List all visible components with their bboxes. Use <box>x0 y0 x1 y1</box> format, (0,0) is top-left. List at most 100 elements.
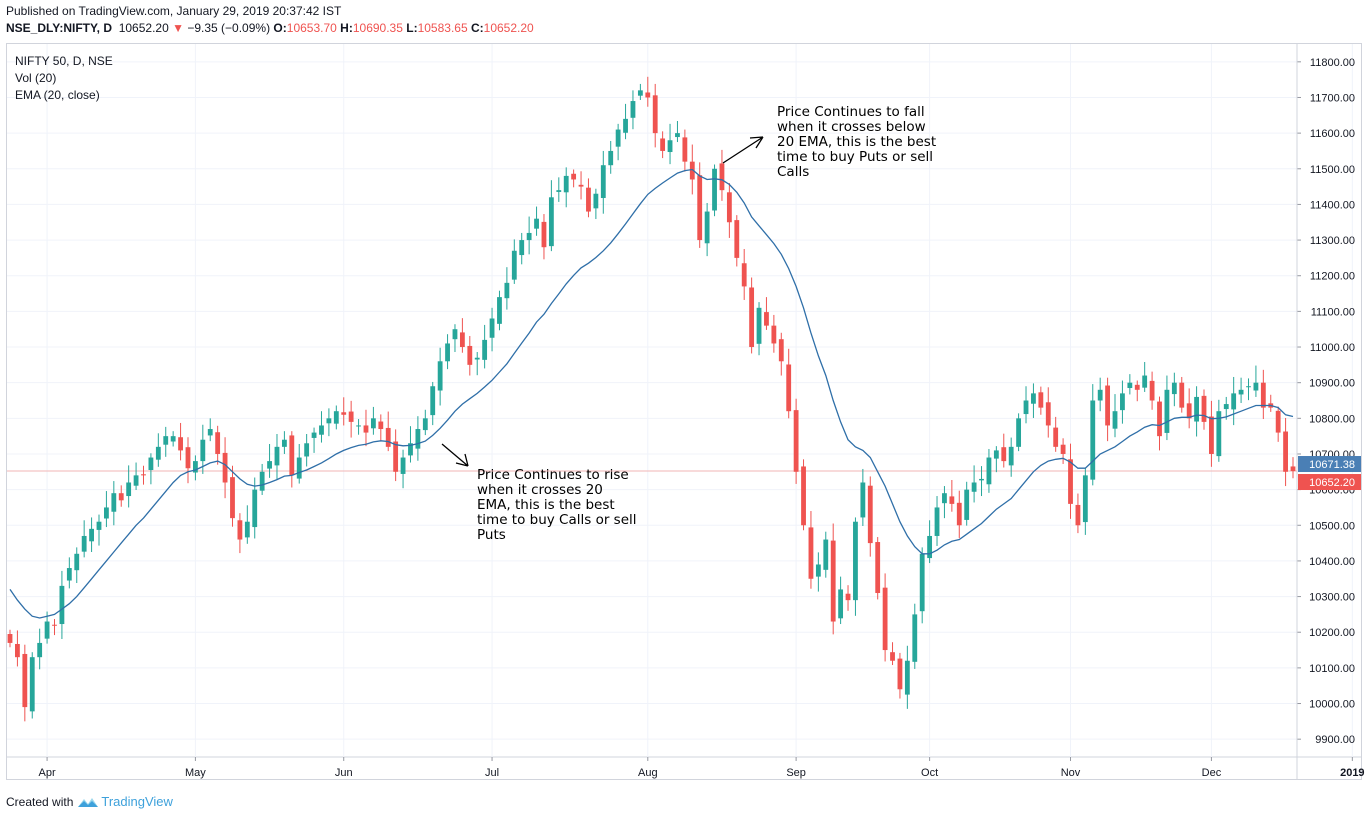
candle-body <box>1157 401 1162 437</box>
candle <box>400 449 406 489</box>
candle-body <box>133 475 139 486</box>
y-tick-label: 11500.00 <box>1310 164 1355 176</box>
candle-body <box>200 439 206 462</box>
annotation-line: when it crosses 20 <box>477 482 603 498</box>
y-tick-label: 10100.00 <box>1309 663 1355 675</box>
candle <box>756 302 762 356</box>
candle-body <box>408 443 413 456</box>
candle <box>296 443 302 484</box>
candle <box>341 397 347 426</box>
candle-body <box>845 593 851 601</box>
candle-body <box>756 307 762 344</box>
candle-body <box>534 218 539 229</box>
candle <box>979 466 984 497</box>
ohlc-bar: NSE_DLY:NIFTY, D 10652.20 ▼ −9.35 (−0.09… <box>6 21 534 35</box>
candle <box>15 630 20 667</box>
candle-body <box>1164 389 1170 433</box>
legend-title: NIFTY 50, D, NSE <box>15 54 113 68</box>
created-with-label: Created with <box>6 794 74 809</box>
candle-body <box>630 101 636 118</box>
candle <box>363 409 369 447</box>
candle-body <box>52 624 57 626</box>
candle <box>1045 387 1051 438</box>
candle <box>749 277 755 354</box>
candle-body <box>459 332 465 348</box>
candle <box>385 411 391 452</box>
candle-body <box>853 521 858 601</box>
candle <box>504 267 510 310</box>
candle-body <box>964 489 970 520</box>
candle <box>104 491 109 528</box>
candle-body <box>942 493 947 504</box>
candle-body <box>1097 389 1103 401</box>
candle <box>741 248 747 300</box>
candle-body <box>1090 400 1096 480</box>
candle <box>1038 386 1044 415</box>
annotation-line: Calls <box>777 164 809 180</box>
candle <box>207 418 213 442</box>
candle <box>333 405 339 430</box>
candle-body <box>1045 402 1051 426</box>
candle <box>1016 413 1022 452</box>
candle-body <box>1068 459 1073 504</box>
x-tick-label: Nov <box>1061 767 1081 779</box>
candle-body <box>281 439 287 447</box>
candle <box>1031 383 1036 418</box>
candle <box>244 505 250 544</box>
candle-body <box>1053 427 1059 447</box>
candle-body <box>764 312 769 326</box>
candle <box>667 123 673 165</box>
candle-body <box>519 240 525 256</box>
candle <box>645 76 651 107</box>
x-tick-label: Jun <box>335 767 353 779</box>
candle <box>200 424 206 474</box>
candle-body <box>919 553 925 612</box>
candle-body <box>1082 475 1088 523</box>
candle-body <box>333 411 339 424</box>
candle-body <box>437 361 443 391</box>
y-tick-label: 11200.00 <box>1310 271 1355 283</box>
candle-body <box>1120 393 1125 411</box>
candle-body <box>96 521 102 530</box>
ema-price-tag: 10671.38 <box>1298 456 1361 473</box>
x-tick-label: Sep <box>786 767 806 779</box>
candle <box>519 232 525 265</box>
candle <box>541 214 547 260</box>
candle-body <box>319 425 324 435</box>
candle <box>1134 380 1140 402</box>
candle-body <box>934 507 940 536</box>
candle-body <box>489 318 495 338</box>
candle <box>771 314 777 353</box>
candle <box>267 443 272 478</box>
candle-body <box>89 528 94 542</box>
candle <box>734 215 740 267</box>
arrow-icon <box>441 443 469 467</box>
annotation-line: time to buy Calls or sell <box>477 512 637 528</box>
candle <box>489 307 495 352</box>
candle-body <box>111 493 117 512</box>
candle-body <box>971 482 977 492</box>
candle-body <box>274 446 280 466</box>
price-change: −9.35 (−0.09%) <box>187 21 271 35</box>
candle-body <box>415 429 421 449</box>
candle-body <box>556 190 562 192</box>
candle-body <box>793 410 799 472</box>
candle <box>44 611 50 644</box>
tradingview-logo[interactable]: TradingView <box>77 794 173 809</box>
candle <box>764 297 769 330</box>
candle-body <box>1023 400 1029 415</box>
candle-body <box>786 364 792 412</box>
candle <box>682 129 688 172</box>
x-tick-label: Dec <box>1202 767 1222 779</box>
candle <box>630 90 636 130</box>
candle <box>971 465 977 503</box>
y-tick-label: 11300.00 <box>1310 235 1355 247</box>
candle <box>311 427 317 453</box>
candle-body <box>74 553 80 571</box>
y-tick-label: 11000.00 <box>1310 342 1355 354</box>
candle-body <box>912 614 918 662</box>
candle <box>178 422 183 461</box>
candle-body <box>22 653 28 708</box>
candle <box>170 431 176 447</box>
